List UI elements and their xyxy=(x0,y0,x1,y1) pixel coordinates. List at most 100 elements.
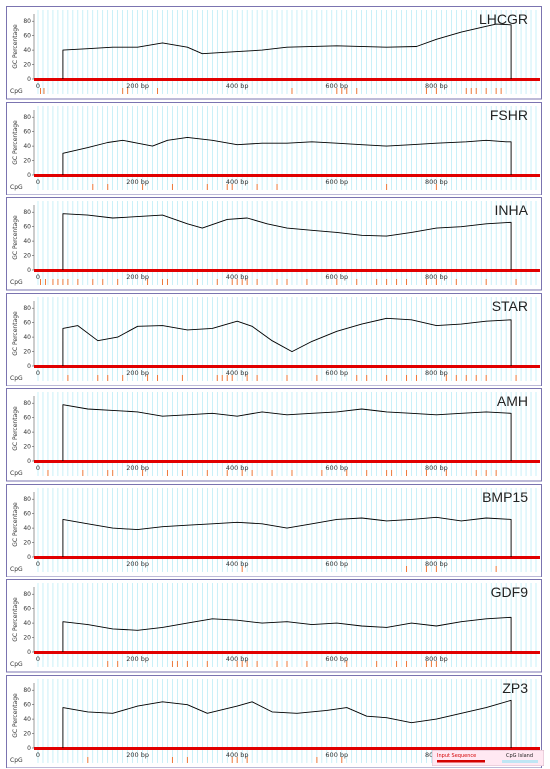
gene-panel-bmp15: BMP15 GC Percentage 0 20 40 60 80 0 200 bp 400 bp… xyxy=(6,483,542,577)
y-tick-label: 0 xyxy=(27,267,31,274)
grid-lines xyxy=(37,583,537,667)
x-tick-label: 800 bp xyxy=(425,178,448,186)
x-tick-label: 400 bp xyxy=(226,273,249,281)
x-tick-label: 200 bp xyxy=(126,178,149,186)
y-tick-label: 20 xyxy=(23,157,31,164)
legend-input-label: Input Sequence xyxy=(437,753,476,759)
input-sequence-bar xyxy=(34,460,540,463)
gc-percentage-line xyxy=(62,516,512,557)
y-tick-label: 40 xyxy=(23,620,31,627)
y-tick-label: 80 xyxy=(23,305,31,312)
y-tick-label: 0 xyxy=(27,458,31,465)
y-axis-label: GC Percentage xyxy=(12,215,19,260)
x-tick-label: 800 bp xyxy=(425,273,448,281)
cpg-track-label: CpG xyxy=(10,279,23,286)
x-tick-label: 800 bp xyxy=(425,82,448,90)
y-tick-label: 20 xyxy=(23,444,31,451)
grid-lines xyxy=(37,201,537,285)
gene-label: BMP15 xyxy=(482,489,528,505)
x-tick-label: 0 xyxy=(36,82,40,90)
gene-panel-star: STAR GC Percentage 0 20 40 60 80 0 200 bp 400 bp 6… xyxy=(6,292,542,386)
y-tick-label: 80 xyxy=(23,209,31,216)
gene-panel-lhcgr: LHCGR GC Percentage 0 20 40 60 80 0 200 bp 400 bp… xyxy=(6,6,542,100)
cpg-track-label: CpG xyxy=(10,661,23,668)
x-tick-label: 600 bp xyxy=(325,560,348,568)
panel-frame xyxy=(6,388,542,482)
y-tick-label: 40 xyxy=(23,429,31,436)
x-tick-label: 200 bp xyxy=(126,751,149,759)
y-tick-label: 80 xyxy=(23,18,31,25)
y-tick-label: 80 xyxy=(23,687,31,694)
x-tick-label: 200 bp xyxy=(126,655,149,663)
x-tick-label: 200 bp xyxy=(126,273,149,281)
x-tick-label: 0 xyxy=(36,369,40,377)
x-tick-label: 0 xyxy=(36,655,40,663)
gene-panel-fshr: FSHR GC Percentage 0 20 40 60 80 0 200 bp 400 bp 6… xyxy=(6,101,542,195)
gc-percentage-line xyxy=(62,404,512,461)
y-tick-label: 80 xyxy=(23,400,31,407)
panel-frame xyxy=(6,197,542,291)
input-sequence-bar xyxy=(34,555,540,559)
y-tick-label: 0 xyxy=(27,172,31,179)
gc-percentage-line xyxy=(62,136,512,175)
y-tick-label: 20 xyxy=(23,348,31,355)
x-tick-label: 200 bp xyxy=(126,560,149,568)
panel-frame xyxy=(6,483,542,577)
y-tick-label: 60 xyxy=(23,606,31,613)
input-sequence-bar xyxy=(34,173,540,177)
y-tick-label: 0 xyxy=(27,363,31,370)
x-tick-label: 0 xyxy=(36,273,40,281)
cpg-track-label: CpG xyxy=(10,375,23,382)
y-axis-label: GC Percentage xyxy=(12,597,19,642)
grid-lines xyxy=(37,392,537,476)
cpg-track-label: CpG xyxy=(10,88,23,95)
cpg-track-label: CpG xyxy=(10,757,23,764)
input-sequence-bar xyxy=(34,78,540,81)
cpg-track-label: CpG xyxy=(10,184,23,191)
y-tick-label: 20 xyxy=(23,730,31,737)
y-tick-label: 20 xyxy=(23,539,31,546)
gene-label: INHA xyxy=(495,202,529,218)
y-tick-label: 80 xyxy=(23,591,31,598)
panel-frame xyxy=(6,101,542,195)
legend-island-swatch xyxy=(502,760,538,763)
x-tick-label: 0 xyxy=(36,464,40,472)
x-tick-label: 800 bp xyxy=(425,655,448,663)
input-sequence-bar xyxy=(34,364,540,368)
gc-percentage-line xyxy=(62,23,512,79)
x-tick-label: 600 bp xyxy=(325,464,348,472)
gc-percentage-line xyxy=(62,699,512,748)
x-tick-label: 400 bp xyxy=(226,751,249,759)
grid-lines xyxy=(37,10,537,94)
x-tick-label: 0 xyxy=(36,178,40,186)
x-tick-label: 200 bp xyxy=(126,464,149,472)
gene-label: LHCGR xyxy=(479,11,528,27)
y-tick-label: 0 xyxy=(27,76,31,83)
y-tick-label: 60 xyxy=(23,33,31,40)
y-tick-label: 0 xyxy=(27,745,31,752)
x-tick-label: 800 bp xyxy=(425,369,448,377)
y-tick-label: 20 xyxy=(23,253,31,260)
x-tick-label: 800 bp xyxy=(425,560,448,568)
gc-percentage-line xyxy=(62,616,512,652)
gene-panel-gdf9: GDF9 GC Percentage 0 20 40 60 80 0 200 bp 400 bp 6… xyxy=(6,579,542,673)
x-tick-label: 600 bp xyxy=(325,82,348,90)
y-tick-label: 60 xyxy=(23,224,31,231)
y-tick-label: 60 xyxy=(23,128,31,135)
grid-lines xyxy=(37,296,537,381)
y-tick-label: 60 xyxy=(23,510,31,517)
y-tick-label: 40 xyxy=(23,238,31,245)
gene-label: FSHR xyxy=(490,107,528,123)
gc-percentage-line xyxy=(62,213,512,270)
gene-label: GDF9 xyxy=(491,584,529,600)
grid-lines xyxy=(37,105,537,190)
y-tick-label: 60 xyxy=(23,415,31,422)
x-tick-label: 400 bp xyxy=(226,82,249,90)
y-axis-label: GC Percentage xyxy=(12,406,19,451)
x-tick-label: 600 bp xyxy=(325,178,348,186)
x-tick-label: 400 bp xyxy=(226,560,249,568)
y-axis-label: GC Percentage xyxy=(12,24,19,69)
x-tick-label: 0 xyxy=(36,560,40,568)
legend-input-swatch xyxy=(437,760,485,763)
y-tick-label: 20 xyxy=(23,62,31,69)
